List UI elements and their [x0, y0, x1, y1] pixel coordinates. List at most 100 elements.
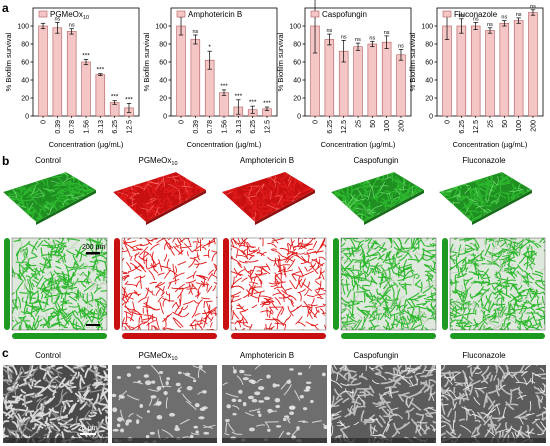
bar [66, 31, 77, 117]
microscopy-label: PGMeOx10 [138, 156, 177, 167]
x-tick-label: 6.25 [459, 120, 466, 134]
significance-label: ns [487, 22, 493, 28]
x-tick-label: 0.39 [193, 120, 200, 134]
bar [190, 39, 201, 117]
legend: Fluconazole [442, 10, 498, 19]
y-tick-label: 0 [25, 114, 29, 121]
significance-label: ns [69, 23, 75, 29]
x-tick-label: 0 [313, 120, 320, 124]
bottom-strip [341, 333, 436, 339]
x-tick-label: 1.56 [84, 120, 91, 134]
panel-label-b: b [2, 154, 9, 168]
x-tick-label: 0.78 [69, 120, 76, 134]
chart-0: 0 20 40 60 80 100 % Biofilm survival 0 ns 0.39 ns 0… [4, 7, 140, 149]
legend-swatch [176, 10, 186, 18]
legend-label: Amphotericin B [188, 10, 242, 19]
legend-subscript: 10 [83, 15, 89, 21]
y-tick-label: 0 [163, 114, 167, 121]
y-tick-label: 100 [421, 24, 433, 31]
legend-label: Fluconazole [454, 10, 498, 19]
legend: PGMeOx10 [38, 10, 89, 21]
x-axis-label: Concentration (µg/mL) [453, 140, 528, 149]
y-axis-label: % Biofilm survival [276, 32, 285, 91]
y-tick-label: 20 [159, 96, 167, 103]
microscopy-label: Control [35, 156, 61, 165]
significance-label: ns [530, 4, 536, 10]
x-tick-label: 50 [502, 120, 509, 128]
microscopy-front-row [4, 237, 546, 339]
bar [470, 25, 481, 117]
sem-info-bar [441, 438, 546, 443]
legend-swatch [442, 10, 452, 18]
sem-info-bar [222, 438, 327, 443]
y-tick-label: 80 [425, 42, 433, 49]
significance-label: * [208, 44, 211, 51]
significance-label: *** [263, 100, 271, 107]
biofilm-orthogonal-view [333, 237, 437, 339]
scale-bar-c-line [80, 433, 96, 435]
bar [485, 30, 495, 117]
bar [396, 54, 406, 117]
y-tick-label: 80 [21, 42, 29, 49]
significance-label: ns [501, 15, 507, 21]
x-tick-label: 50 [370, 120, 377, 128]
bar [81, 61, 91, 117]
y-tick-label: 60 [293, 60, 301, 67]
x-tick-label: 1.56 [222, 120, 229, 134]
x-axis-label: Concentration (µg/mL) [49, 140, 124, 149]
y-tick-label: 40 [159, 78, 167, 85]
x-tick-label: 12.5 [126, 120, 133, 134]
legend: Amphotericin B [176, 10, 242, 19]
x-tick-label: 0 [41, 120, 48, 124]
biofilm-3d-view [331, 172, 424, 225]
side-strip [114, 238, 120, 330]
microscopy-label: Caspofungin [354, 156, 399, 165]
significance-label: ns [341, 34, 347, 40]
bar [367, 43, 378, 117]
y-tick-label: 0 [297, 114, 301, 121]
significance-label: *** [235, 93, 243, 100]
significance-label: ns [398, 43, 404, 49]
bar [324, 39, 335, 117]
scale-bar-b-label: 200 µm [82, 244, 106, 251]
bottom-strip [450, 333, 545, 339]
significance-label: ns [326, 28, 332, 34]
significance-label: ns [458, 13, 464, 19]
side-strip [333, 238, 339, 330]
y-tick-label: 20 [293, 96, 301, 103]
biofilm-3d-view [439, 172, 532, 225]
x-tick-label: 0 [179, 120, 186, 124]
significance-label: ns [54, 16, 60, 22]
significance-label: *** [97, 67, 105, 74]
sem-info-bar [331, 438, 436, 443]
bar [52, 27, 63, 117]
y-tick-label: 100 [289, 24, 301, 31]
y-tick-label: 100 [155, 24, 167, 31]
scale-bar-b: 200 µm [82, 244, 106, 255]
x-tick-label: 3.13 [98, 120, 105, 134]
biofilm-3d-view [3, 172, 96, 225]
sem-image [222, 365, 327, 443]
chart-3: 0 20 40 60 80 100 % Biofilm survival 0 ns 6.25 ns 1… [408, 4, 544, 149]
y-tick-label: 60 [21, 60, 29, 67]
bottom-strip [12, 333, 107, 339]
bar [38, 25, 48, 117]
panel-label-a: a [2, 1, 9, 15]
front-scale-bar [86, 324, 100, 326]
significance-label: ns [355, 37, 361, 43]
x-tick-label: 25 [488, 120, 495, 128]
x-tick-label: 6.25 [250, 120, 257, 134]
sem-label: Caspofungin [354, 351, 399, 360]
x-axis-label: Concentration (µg/mL) [187, 140, 262, 149]
biofilm-orthogonal-view [442, 237, 546, 339]
legend-swatch [38, 10, 48, 18]
x-tick-label: 0 [445, 120, 452, 124]
x-tick-label: 25 [356, 120, 363, 128]
y-tick-label: 40 [293, 78, 301, 85]
sem-image [441, 365, 546, 443]
sem-label: Amphotericin B [240, 351, 294, 360]
y-tick-label: 100 [17, 24, 29, 31]
y-tick-label: 60 [159, 60, 167, 67]
